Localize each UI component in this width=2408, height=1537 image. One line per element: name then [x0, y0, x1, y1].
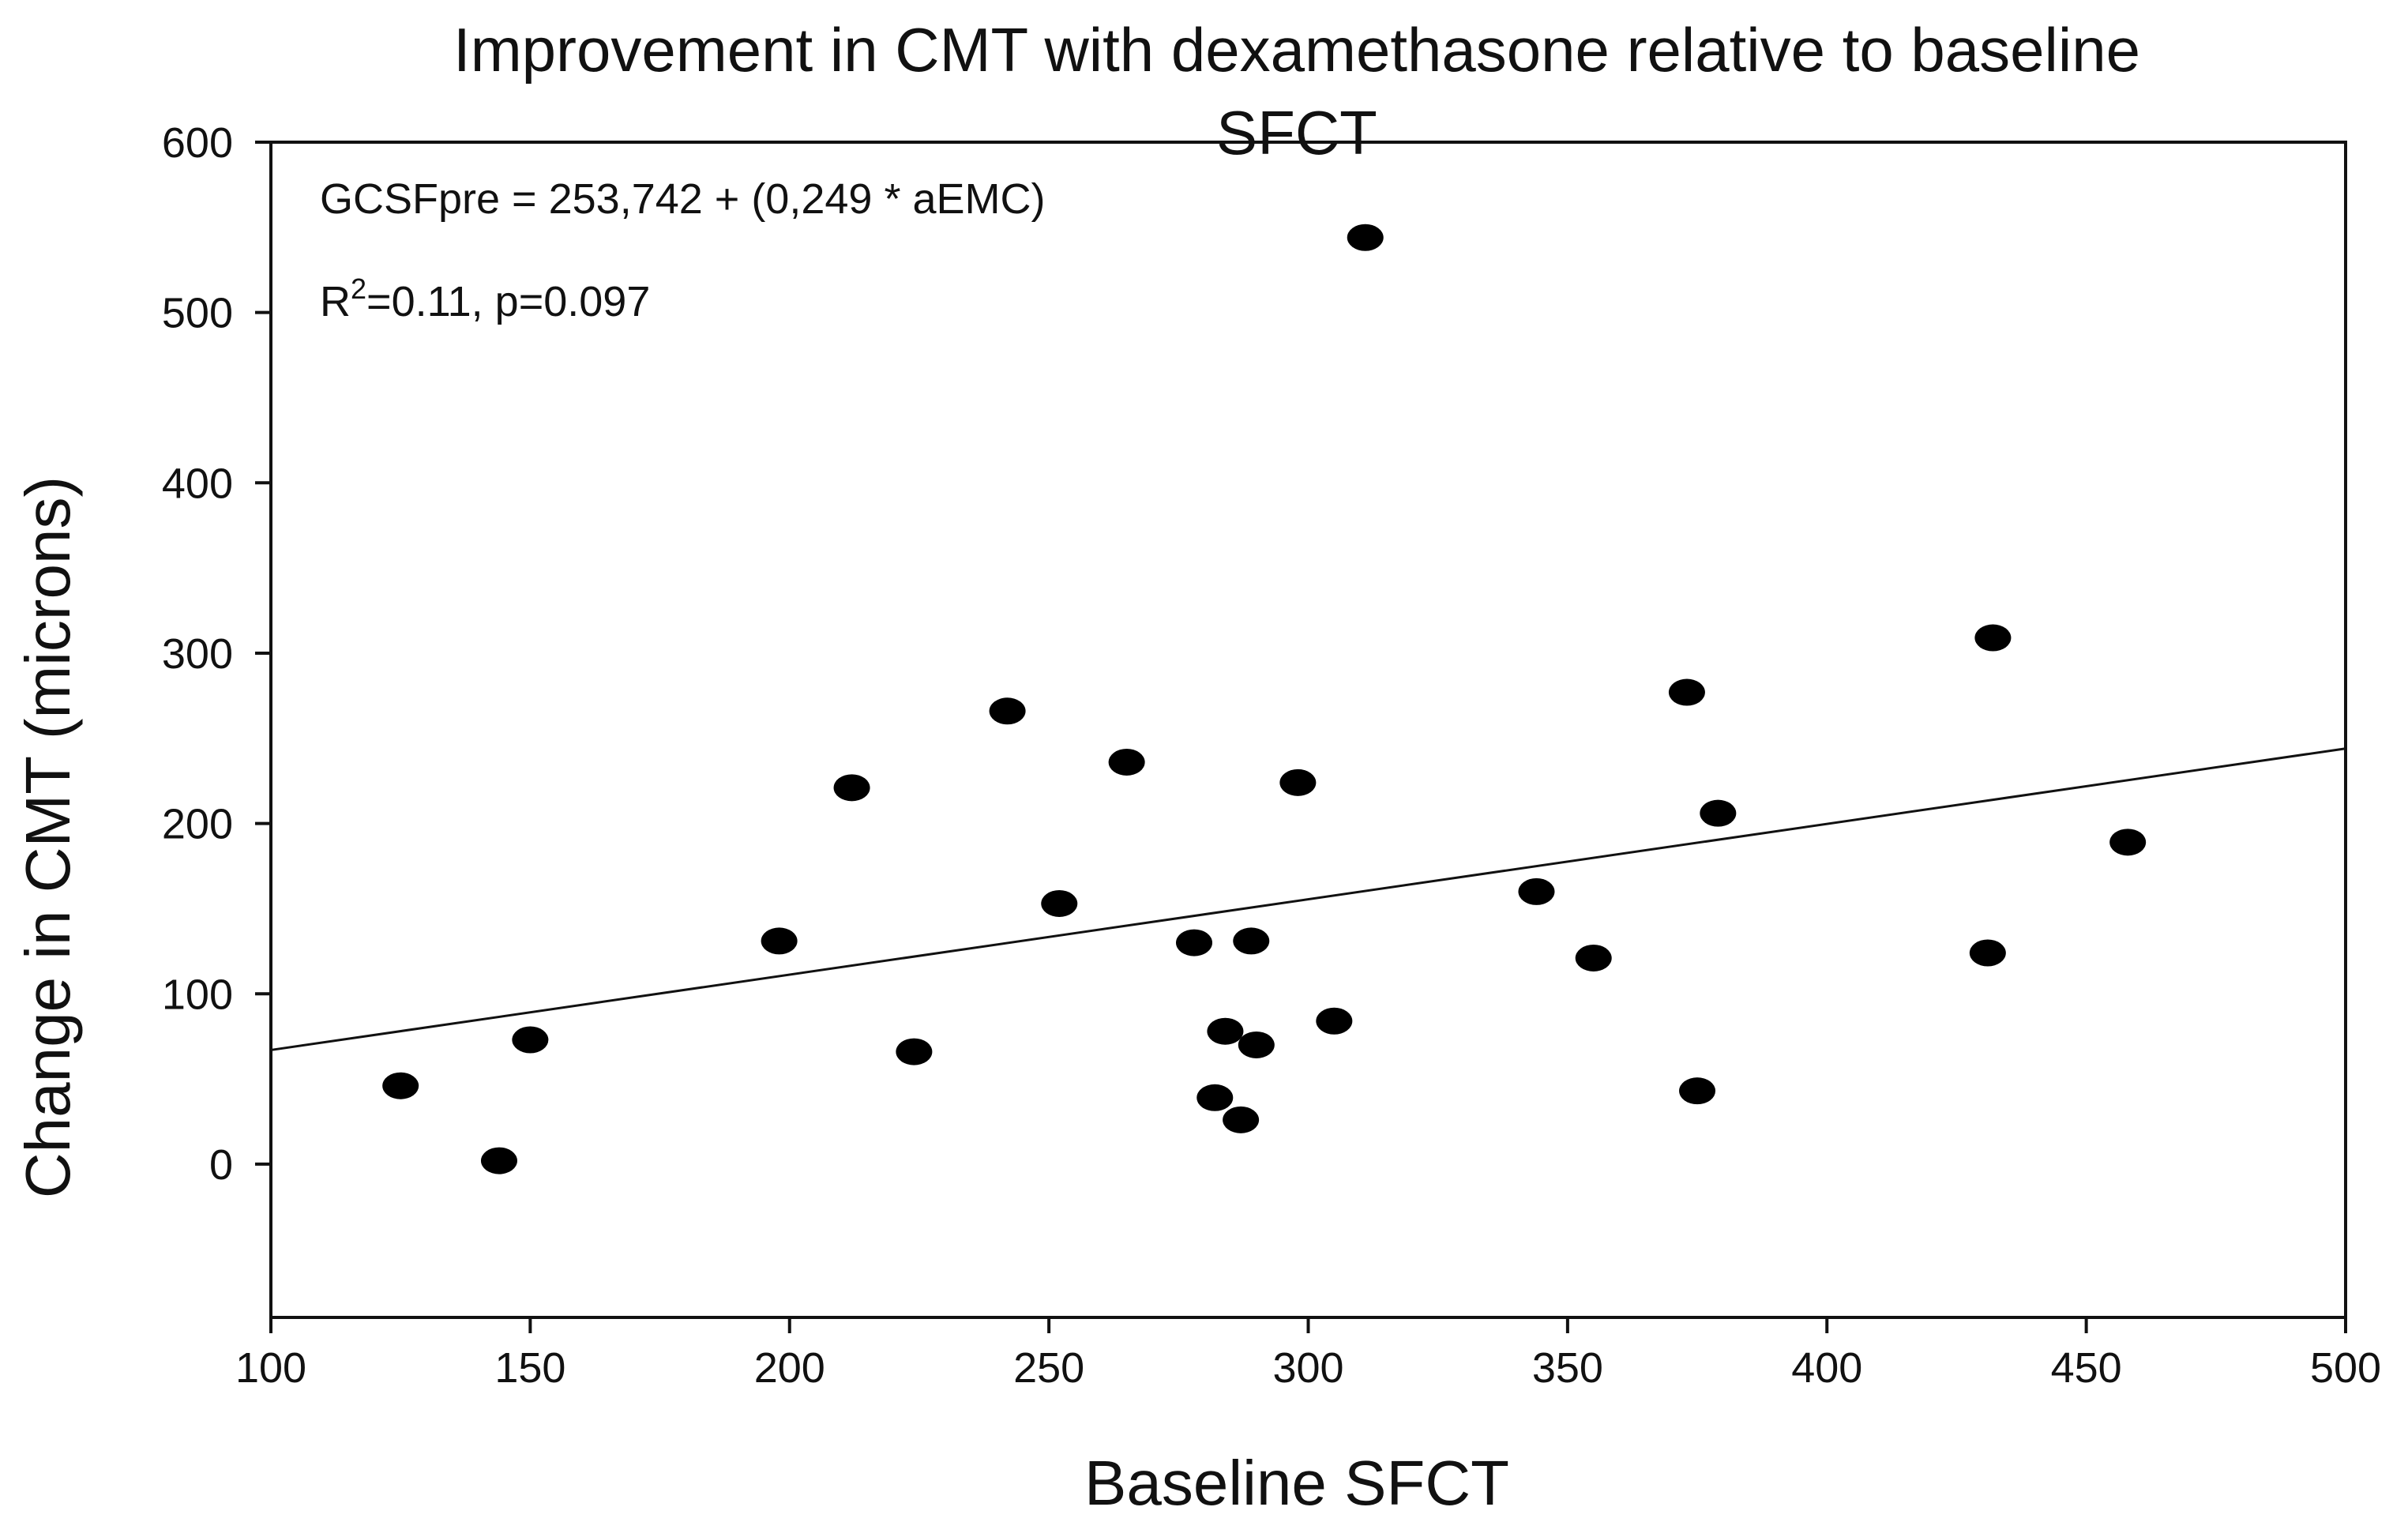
- data-point: [480, 1147, 517, 1174]
- y-axis-ticks: 0 100 200 300 400 500 600: [162, 119, 271, 1189]
- data-point: [989, 697, 1026, 725]
- data-point: [1108, 748, 1145, 776]
- data-point: [382, 1072, 419, 1099]
- data-point: [2109, 829, 2147, 856]
- x-tick-label: 200: [754, 1344, 825, 1392]
- data-point: [512, 1026, 549, 1054]
- x-axis-ticks: 100 150 200 250 300 350 400 450 500: [235, 1317, 2381, 1392]
- y-tick-label: 300: [162, 630, 233, 678]
- data-point: [1969, 939, 2006, 967]
- regression-equation: GCSFpre = 253,742 + (0,249 * aEMC): [320, 175, 1045, 223]
- x-tick-label: 100: [235, 1344, 306, 1392]
- data-point: [1575, 944, 1612, 971]
- data-point: [761, 927, 798, 955]
- r2-rest: =0.11, p=0.097: [366, 278, 650, 325]
- y-tick-label: 400: [162, 460, 233, 507]
- chart-title-line-1: Improvement in CMT with dexamethasone re…: [453, 15, 2140, 85]
- y-tick-label: 600: [162, 119, 233, 167]
- r2-superscript: 2: [351, 272, 366, 305]
- data-point: [1974, 624, 2012, 652]
- x-tick-label: 350: [1532, 1344, 1603, 1392]
- data-point: [1279, 768, 1317, 796]
- data-point: [1700, 799, 1737, 827]
- r2-annotation: R2=0.11, p=0.097: [320, 272, 650, 325]
- r2-prefix: R: [320, 278, 351, 325]
- data-point: [1176, 929, 1213, 956]
- data-point: [1316, 1007, 1353, 1035]
- data-point: [1347, 224, 1384, 251]
- x-tick-label: 300: [1272, 1344, 1343, 1392]
- data-point: [896, 1038, 933, 1065]
- data-point: [1196, 1084, 1234, 1111]
- y-tick-label: 0: [209, 1141, 233, 1189]
- x-axis-label: Baseline SFCT: [1084, 1448, 1509, 1518]
- y-tick-label: 500: [162, 290, 233, 337]
- data-points: [382, 224, 2147, 1174]
- data-point: [1238, 1031, 1275, 1058]
- data-point: [1207, 1017, 1244, 1045]
- regression-line: [270, 747, 2346, 1051]
- data-point: [1041, 889, 1078, 917]
- data-point: [1223, 1106, 1260, 1133]
- y-tick-label: 100: [162, 971, 233, 1018]
- chart-title-line-2: SFCT: [1216, 98, 1377, 167]
- y-axis-label: Change in CMT (microns): [13, 476, 83, 1198]
- data-point: [833, 774, 870, 802]
- data-point: [1233, 927, 1270, 955]
- data-point: [1668, 678, 1705, 706]
- x-tick-label: 500: [2310, 1344, 2381, 1392]
- regression-line-group: [270, 747, 2346, 1051]
- x-tick-label: 400: [1791, 1344, 1862, 1392]
- y-tick-label: 200: [162, 801, 233, 848]
- x-tick-label: 250: [1013, 1344, 1084, 1392]
- x-tick-label: 150: [494, 1344, 565, 1392]
- x-tick-label: 450: [2051, 1344, 2122, 1392]
- data-point: [1518, 877, 1555, 905]
- data-point: [1679, 1077, 1716, 1105]
